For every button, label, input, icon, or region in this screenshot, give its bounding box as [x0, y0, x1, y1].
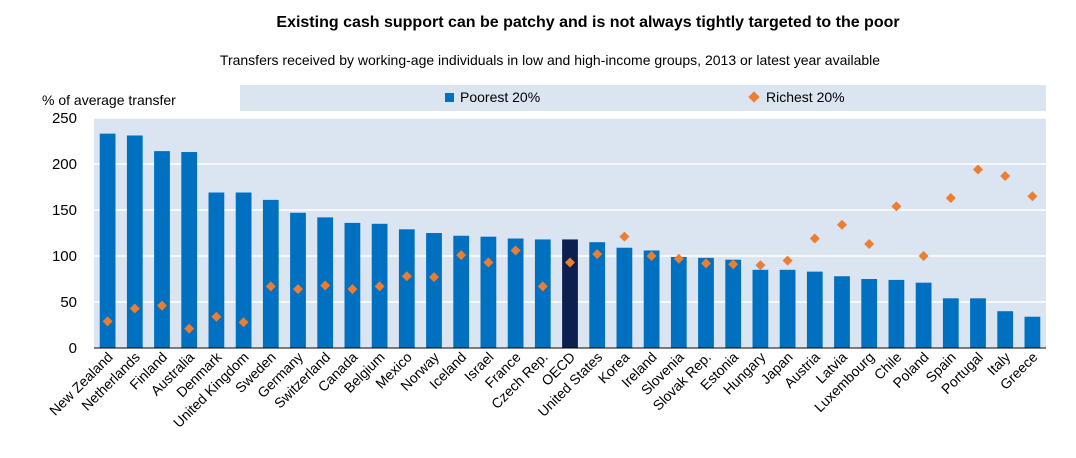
- legend-label-poorest: Poorest 20%: [460, 89, 541, 105]
- marker-point: [728, 259, 739, 270]
- legend-bar-swatch: [445, 92, 454, 102]
- marker-point: [782, 255, 793, 266]
- marker-point: [374, 281, 385, 292]
- y-tick-label: 0: [69, 340, 77, 357]
- bar: [779, 269, 796, 348]
- marker-point: [537, 281, 548, 292]
- chart-subtitle: Transfers received by working-age indivi…: [219, 52, 881, 68]
- bar: [181, 152, 198, 348]
- bar: [534, 239, 551, 348]
- y-tick-label: 200: [52, 156, 77, 173]
- marker-point: [864, 239, 875, 250]
- marker-point: [755, 260, 766, 271]
- bar: [616, 247, 633, 348]
- bar: [453, 235, 470, 348]
- y-tick-label: 50: [60, 294, 77, 311]
- bar: [698, 257, 714, 348]
- bar: [480, 236, 497, 348]
- marker-point: [265, 281, 276, 292]
- bar: [589, 242, 606, 348]
- bar: [398, 229, 415, 348]
- bar: [262, 199, 279, 348]
- legend-label-richest: Richest 20%: [766, 89, 845, 105]
- marker-point: [320, 280, 331, 291]
- marker-point: [211, 311, 222, 322]
- marker-point: [646, 251, 657, 261]
- bar: [643, 250, 660, 348]
- chart-title: Existing cash support can be patchy and …: [276, 14, 900, 31]
- marker-point: [619, 231, 630, 242]
- bar: [970, 298, 986, 348]
- bar: [806, 271, 823, 348]
- marker-point: [238, 317, 249, 328]
- marker-point: [483, 257, 494, 268]
- bar: [834, 276, 850, 348]
- marker-point: [918, 251, 929, 261]
- marker-point: [673, 253, 684, 264]
- marker-point: [945, 193, 956, 204]
- bar: [942, 298, 959, 348]
- bar: [290, 212, 306, 348]
- bar: [154, 151, 170, 348]
- bar: [426, 233, 442, 348]
- bar: [915, 282, 932, 348]
- bar: [126, 135, 143, 348]
- marker-point: [701, 258, 711, 269]
- marker-point: [456, 250, 467, 261]
- marker-point: [401, 271, 412, 282]
- marker-point: [129, 303, 140, 314]
- bar: [725, 259, 742, 348]
- marker-point: [1027, 191, 1038, 202]
- marker-point: [293, 284, 303, 295]
- marker-point: [973, 164, 983, 175]
- bar: [99, 133, 116, 348]
- marker-point: [429, 272, 439, 283]
- bar: [562, 239, 578, 348]
- bar: [235, 192, 252, 348]
- bar: [1024, 316, 1041, 348]
- marker-point: [184, 323, 195, 334]
- marker-point: [592, 249, 603, 260]
- marker-point: [1000, 170, 1011, 181]
- marker-point: [837, 219, 847, 230]
- bar: [997, 311, 1014, 348]
- y-tick-label: 100: [52, 248, 77, 265]
- bar: [861, 279, 878, 348]
- marker-point: [510, 245, 521, 256]
- legend-item-poorest: Poorest 20%: [445, 89, 540, 105]
- legend: Poorest 20% Richest 20%: [240, 85, 1046, 111]
- bar: [507, 238, 524, 348]
- y-tick-label: 150: [52, 202, 77, 219]
- y-axis-label: % of average transfer: [42, 92, 176, 108]
- legend-item-richest: Richest 20%: [748, 89, 845, 105]
- y-tick-label: 250: [52, 110, 77, 127]
- bar: [670, 256, 687, 348]
- bar: [208, 192, 225, 348]
- marker-point: [565, 257, 575, 268]
- marker-point: [347, 284, 358, 295]
- marker-point: [102, 316, 113, 327]
- marker-point: [157, 300, 167, 311]
- bar: [888, 279, 905, 348]
- bar: [752, 269, 769, 348]
- marker-point: [809, 233, 820, 244]
- marker-point: [891, 201, 902, 212]
